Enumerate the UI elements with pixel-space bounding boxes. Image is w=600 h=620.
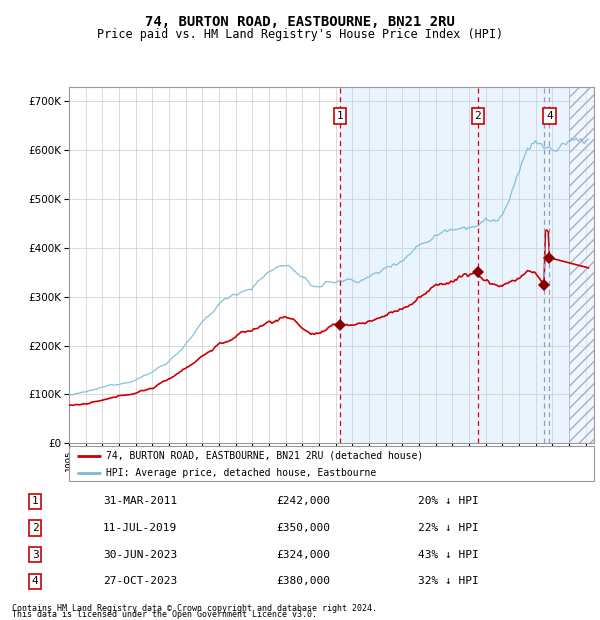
Text: 2: 2 bbox=[32, 523, 38, 533]
Text: 4: 4 bbox=[546, 111, 553, 121]
Bar bbox=[569, 87, 594, 443]
Bar bbox=[569, 87, 594, 443]
Text: £242,000: £242,000 bbox=[276, 497, 330, 507]
Text: 22% ↓ HPI: 22% ↓ HPI bbox=[418, 523, 479, 533]
Text: 30-JUN-2023: 30-JUN-2023 bbox=[103, 550, 177, 560]
Text: 1: 1 bbox=[32, 497, 38, 507]
Text: Price paid vs. HM Land Registry's House Price Index (HPI): Price paid vs. HM Land Registry's House … bbox=[97, 28, 503, 41]
Text: 74, BURTON ROAD, EASTBOURNE, BN21 2RU (detached house): 74, BURTON ROAD, EASTBOURNE, BN21 2RU (d… bbox=[106, 451, 423, 461]
Text: 43% ↓ HPI: 43% ↓ HPI bbox=[418, 550, 479, 560]
Text: 4: 4 bbox=[32, 577, 38, 587]
Text: £324,000: £324,000 bbox=[276, 550, 330, 560]
Text: HPI: Average price, detached house, Eastbourne: HPI: Average price, detached house, East… bbox=[106, 468, 376, 478]
Text: 2: 2 bbox=[475, 111, 481, 121]
Text: £350,000: £350,000 bbox=[276, 523, 330, 533]
Text: 3: 3 bbox=[32, 550, 38, 560]
Text: 1: 1 bbox=[337, 111, 343, 121]
Bar bbox=[340, 87, 594, 443]
Text: 32% ↓ HPI: 32% ↓ HPI bbox=[418, 577, 479, 587]
Text: 27-OCT-2023: 27-OCT-2023 bbox=[103, 577, 177, 587]
Text: 31-MAR-2011: 31-MAR-2011 bbox=[103, 497, 177, 507]
Text: 11-JUL-2019: 11-JUL-2019 bbox=[103, 523, 177, 533]
Text: £380,000: £380,000 bbox=[276, 577, 330, 587]
Text: Contains HM Land Registry data © Crown copyright and database right 2024.: Contains HM Land Registry data © Crown c… bbox=[12, 603, 377, 613]
Text: 20% ↓ HPI: 20% ↓ HPI bbox=[418, 497, 479, 507]
Text: This data is licensed under the Open Government Licence v3.0.: This data is licensed under the Open Gov… bbox=[12, 610, 317, 619]
Text: 74, BURTON ROAD, EASTBOURNE, BN21 2RU: 74, BURTON ROAD, EASTBOURNE, BN21 2RU bbox=[145, 16, 455, 30]
